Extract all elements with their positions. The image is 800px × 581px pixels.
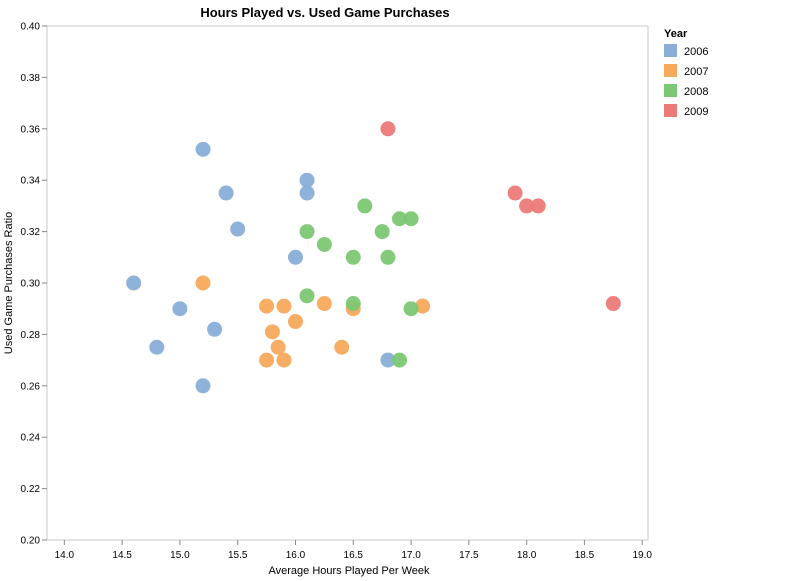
legend-label-2007: 2007 (684, 66, 708, 78)
data-point-2006 (230, 221, 246, 237)
x-axis: 14.0 14.5 15.0 15.5 16.0 16.5 17.0 17.5 18.0 18.5… (55, 540, 652, 561)
data-point-2007 (276, 352, 292, 368)
data-point-2007 (259, 352, 275, 368)
data-point-2006 (299, 172, 315, 188)
x-tick-label: 18.0 (517, 550, 537, 561)
data-point-2009 (507, 185, 523, 201)
x-tick-label: 15.0 (170, 550, 190, 561)
y-tick-label: 0.24 (21, 433, 41, 444)
legend-swatch-2008 (664, 84, 677, 97)
y-tick-label: 0.22 (21, 484, 41, 495)
data-point-2007 (259, 298, 275, 314)
y-axis-label: Used Game Purchases Ratio (3, 212, 15, 354)
x-tick-label: 14.0 (55, 550, 75, 561)
legend-title: Year (664, 28, 688, 40)
data-point-2006 (218, 185, 234, 201)
x-tick-label: 19.0 (632, 550, 652, 561)
data-point-2007 (264, 324, 280, 340)
y-tick-label: 0.40 (21, 22, 41, 33)
data-point-2006 (195, 141, 211, 157)
data-point-2006 (380, 352, 396, 368)
data-point-2008 (345, 249, 361, 265)
x-tick-label: 16.5 (344, 550, 364, 561)
legend-swatch-2009 (664, 104, 677, 117)
y-tick-label: 0.28 (21, 330, 41, 341)
legend-swatch-2007 (664, 64, 677, 77)
y-tick-label: 0.32 (21, 227, 41, 238)
data-point-2008 (316, 236, 332, 252)
legend-label-2006: 2006 (684, 46, 708, 58)
legend-swatch-2006 (664, 44, 677, 57)
data-point-2008 (345, 296, 361, 312)
y-axis: 0.20 0.22 0.24 0.26 0.28 0.30 0.32 0.34 0.36 0.38… (21, 22, 47, 547)
data-point-2008 (357, 198, 373, 214)
data-point-2007 (270, 339, 286, 355)
data-point-2007 (287, 314, 303, 330)
y-tick-label: 0.34 (21, 176, 41, 187)
data-point-2006 (195, 378, 211, 394)
data-point-2008 (299, 224, 315, 240)
x-tick-label: 17.0 (401, 550, 421, 561)
chart-title: Hours Played vs. Used Game Purchases (200, 5, 449, 20)
legend-label-2008: 2008 (684, 86, 708, 98)
x-axis-label: Average Hours Played Per Week (268, 565, 430, 577)
y-tick-label: 0.26 (21, 381, 41, 392)
data-point-2006 (126, 275, 142, 291)
legend-label-2009: 2009 (684, 106, 708, 118)
data-point-2009 (519, 198, 535, 214)
y-tick-label: 0.38 (21, 73, 41, 84)
data-point-2006 (287, 249, 303, 265)
data-point-2008 (403, 301, 419, 317)
y-tick-label: 0.20 (21, 536, 41, 547)
data-points (126, 121, 621, 394)
x-tick-label: 16.0 (286, 550, 306, 561)
y-tick-label: 0.30 (21, 279, 41, 290)
x-tick-label: 15.5 (228, 550, 248, 561)
data-point-2008 (374, 224, 390, 240)
x-tick-label: 14.5 (112, 550, 132, 561)
data-point-2007 (195, 275, 211, 291)
data-point-2008 (380, 249, 396, 265)
data-point-2007 (316, 296, 332, 312)
x-tick-label: 18.5 (575, 550, 595, 561)
data-point-2006 (207, 321, 223, 337)
plot-area (46, 25, 649, 541)
legend: Year 2006 2007 2008 2009 (664, 28, 708, 118)
data-point-2008 (299, 288, 315, 304)
data-point-2007 (276, 298, 292, 314)
data-point-2006 (299, 185, 315, 201)
data-point-2008 (403, 211, 419, 227)
data-point-2009 (530, 198, 546, 214)
data-point-2007 (415, 298, 431, 314)
data-point-2009 (380, 121, 396, 137)
data-point-2006 (172, 301, 188, 317)
data-point-2006 (149, 339, 165, 355)
data-point-2008 (392, 352, 408, 368)
y-tick-label: 0.36 (21, 124, 41, 135)
x-tick-label: 17.5 (459, 550, 479, 561)
data-point-2008 (392, 211, 408, 227)
data-point-2009 (605, 296, 621, 312)
data-point-2007 (334, 339, 350, 355)
